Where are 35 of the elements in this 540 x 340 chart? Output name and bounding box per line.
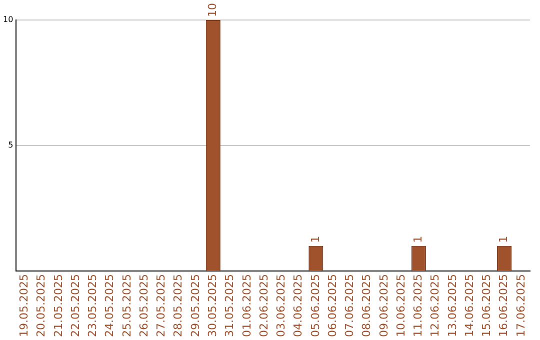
x-tick-label: 26.05.2025 <box>137 274 150 338</box>
x-tick-label: 28.05.2025 <box>172 274 185 338</box>
x-tick-label: 10.06.2025 <box>394 274 408 338</box>
data-label: 1 <box>497 236 510 243</box>
x-tick-label: 23.05.2025 <box>86 274 100 338</box>
x-tick-label: 16.06.2025 <box>497 274 510 338</box>
x-tick-label: 22.05.2025 <box>68 274 82 338</box>
data-label: 10 <box>206 3 220 17</box>
x-tick-label: 29.05.2025 <box>188 274 202 338</box>
x-tick-label: 05.06.2025 <box>308 274 322 338</box>
x-tick-label: 08.06.2025 <box>360 274 374 338</box>
y-tick-label: 5 <box>8 140 14 150</box>
x-tick-label: 27.05.2025 <box>154 274 168 338</box>
x-tick-label: 12.06.2025 <box>428 274 442 338</box>
x-tick-label: 30.05.2025 <box>206 274 220 338</box>
x-tick-label: 04.06.2025 <box>292 274 305 338</box>
x-tick-label: 20.05.2025 <box>34 274 48 338</box>
x-tick-label: 11.06.2025 <box>412 274 425 338</box>
x-tick-label: 21.05.2025 <box>52 274 65 338</box>
x-tick-label: 02.06.2025 <box>257 274 270 338</box>
x-tick-label: 13.06.2025 <box>446 274 459 338</box>
x-tick-label: 31.05.2025 <box>223 274 236 338</box>
data-label: 1 <box>412 236 425 243</box>
x-tick-label: 19.05.2025 <box>18 274 31 338</box>
x-tick-label: 17.06.2025 <box>514 274 528 338</box>
x-tick-label: 24.05.2025 <box>103 274 116 338</box>
x-tick-label: 07.06.2025 <box>343 274 356 338</box>
x-tick-label: 09.06.2025 <box>377 274 390 338</box>
data-label: 1 <box>308 236 322 243</box>
x-tick-label: 25.05.2025 <box>120 274 134 338</box>
x-tick-label: 14.06.2025 <box>462 274 476 338</box>
x-tick-label: 15.06.2025 <box>480 274 494 338</box>
x-tick-label: 06.06.2025 <box>326 274 339 338</box>
x-tick-label: 01.06.2025 <box>240 274 254 338</box>
x-tick-label: 03.06.2025 <box>274 274 288 338</box>
